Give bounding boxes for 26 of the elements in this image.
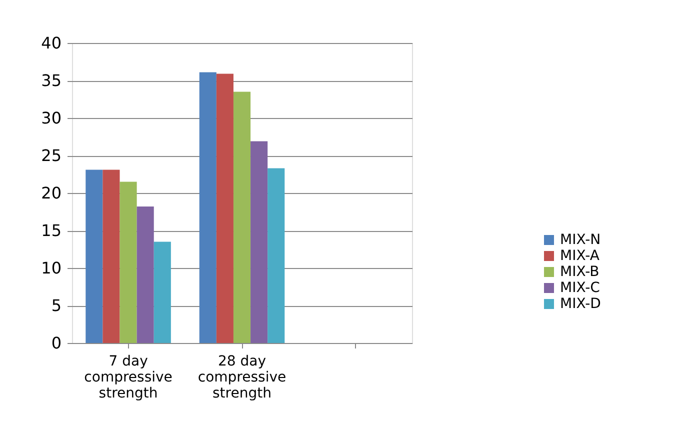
bar xyxy=(250,141,268,343)
bar xyxy=(102,170,120,343)
y-tick-label: 10 xyxy=(41,258,62,278)
bar xyxy=(154,242,171,343)
y-tick-label: 30 xyxy=(41,108,62,128)
y-tick-label: 25 xyxy=(41,146,62,165)
bar xyxy=(233,92,251,343)
y-tick-label: 0 xyxy=(51,334,62,352)
y-tick-label: 15 xyxy=(41,221,62,240)
legend-label: MIX-N xyxy=(560,232,601,248)
x-tick-label: 28 day compressive strength xyxy=(198,354,286,402)
bar xyxy=(120,182,137,343)
legend-label: MIX-D xyxy=(560,296,601,312)
legend-label: MIX-A xyxy=(560,248,600,264)
y-tick-label: 35 xyxy=(41,71,62,90)
bar xyxy=(268,168,285,343)
bar xyxy=(86,170,103,343)
bar xyxy=(216,74,234,343)
x-tick-label: 7 day compressive strength xyxy=(84,354,172,402)
bar xyxy=(136,206,154,343)
y-tick-label: 40 xyxy=(41,34,62,52)
bar xyxy=(199,72,216,343)
legend-label: MIX-B xyxy=(560,264,600,280)
y-tick-label: 5 xyxy=(51,296,62,315)
y-tick-label: 20 xyxy=(41,184,62,202)
legend-label: MIX-C xyxy=(560,280,600,296)
